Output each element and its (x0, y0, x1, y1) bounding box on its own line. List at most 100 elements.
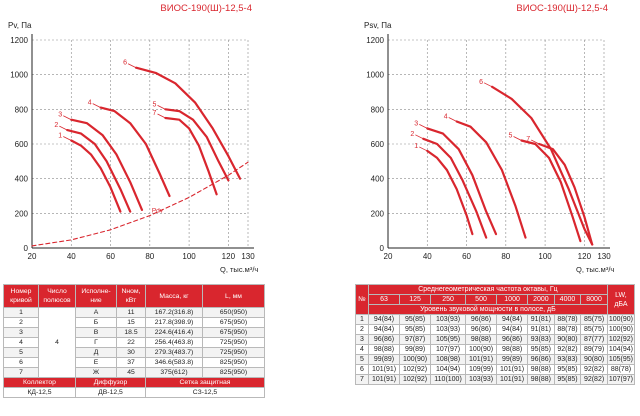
y-axis-label: Psv, Па (364, 21, 392, 30)
table-cell: 30 (116, 347, 146, 358)
table-cell: 650(950) (202, 307, 265, 318)
chart-svg-right: 20 40 60 80 100 120 130 0 200 400 600 800 1000 1200 Ps… (364, 3, 614, 274)
series-line-7 (538, 142, 594, 246)
table-cell: 94(84) (496, 324, 529, 335)
series-line-3 (70, 118, 144, 211)
table-cell: 105(95) (606, 354, 636, 365)
table-cell: 107(97) (430, 344, 466, 355)
table-cell: 98(88) (464, 334, 498, 345)
table-row: 6 Е 37 346.6(583.8) 825(950) (3, 357, 265, 368)
table-cell: 825(950) (202, 367, 265, 378)
table-cell: 91(81) (527, 314, 555, 325)
freq-header: 250 (430, 294, 466, 305)
table-cell: 99(89) (399, 344, 432, 355)
series-line-6 (135, 66, 242, 180)
table-cell: 4 (355, 344, 369, 355)
series-label: 7 (153, 110, 157, 117)
table-cell: 18.5 (116, 327, 146, 338)
series-label: 6 (479, 79, 483, 86)
series-leader-line (513, 136, 522, 141)
freq-header: 4000 (553, 294, 582, 305)
y-tick-label: 200 (15, 209, 29, 218)
table-cell: 99(89) (367, 354, 401, 365)
series-line-5 (520, 139, 582, 243)
table-cell: 98(88) (527, 364, 555, 375)
series-label: 4 (88, 100, 92, 107)
table-cell: 103(93) (464, 374, 498, 385)
table-cell: 102(92) (399, 374, 432, 385)
table-cell: 89(79) (580, 344, 608, 355)
table-cell: 2 (355, 324, 369, 335)
freq-header: 8000 (580, 294, 608, 305)
table-cell: Г (75, 337, 117, 348)
table-cell: 110(100) (430, 374, 466, 385)
table-cell: 1 (355, 314, 369, 325)
x-tick-label: 20 (28, 252, 37, 261)
table-cell: 5 (355, 354, 369, 365)
x-tick-label: 80 (145, 252, 154, 261)
col-header-curve: Номер кривой (3, 284, 39, 308)
x-axis-label: Q, тыс.м³/ч (576, 265, 614, 274)
chart-svg-left: 20 40 60 80 100 120 130 0 200 400 600 800 1000 1200 Pv… (8, 3, 258, 274)
series-line-1 (70, 139, 122, 213)
table-cell: Е (75, 357, 117, 368)
table-cell: 101(91) (496, 374, 529, 385)
col-header-variant: Исполне-ние (75, 284, 117, 308)
table-cell: 100(90) (399, 354, 432, 365)
y-tick-label: 1200 (10, 36, 28, 45)
series-line-2 (66, 129, 132, 213)
freq-header: 125 (399, 294, 432, 305)
sound-power-body: 1 94(84) 95(85) 103(93) 96(86) 94(84) 91(81) 88… (355, 314, 636, 385)
series-label: 3 (58, 112, 62, 119)
series-leader-line (531, 139, 540, 145)
table-cell: 101(91) (496, 364, 529, 375)
series-line-3 (426, 127, 498, 236)
cell-curve: 1 (3, 307, 39, 318)
series-label: 6 (123, 60, 127, 67)
series-line-4 (99, 106, 171, 198)
pressure-chart-total: 20 40 60 80 100 120 130 0 200 400 600 800 1000 1200 Pv… (0, 0, 290, 275)
table-cell: 108(98) (430, 354, 466, 365)
footer-value-grid: СЗ-12,5 (145, 387, 265, 398)
cell-curve: 4 (3, 337, 39, 348)
y-tick-label: 400 (15, 175, 29, 184)
col-header-mass: Масса, кг (145, 284, 203, 308)
series-leader-line (419, 146, 428, 152)
table-cell: 100(90) (606, 324, 636, 335)
col-header-lw: LW, дБА (606, 284, 636, 315)
table-cell: 94(84) (496, 314, 529, 325)
cell-poles: 4 (38, 307, 76, 378)
x-tick-label: 60 (106, 252, 115, 261)
series-label: 2 (54, 122, 58, 129)
series-label: 5 (509, 133, 513, 140)
x-tick-label: 40 (423, 252, 432, 261)
table-cell: 107(97) (606, 374, 636, 385)
fan-variants-table: Номер кривой Число полюсов Исполне-ние N… (3, 284, 265, 398)
y-tick-label: 600 (15, 140, 29, 149)
sound-power-table: № Среднегеометрическая частота октавы, Г… (355, 284, 636, 385)
table-cell: 104(94) (430, 364, 466, 375)
table-cell: 3 (355, 334, 369, 345)
table-cell: 95(85) (527, 344, 555, 355)
x-tick-label: 60 (462, 252, 471, 261)
table-cell: 101(91) (464, 354, 498, 365)
y-tick-label: 600 (371, 140, 385, 149)
table-cell: 103(93) (430, 314, 466, 325)
pressure-chart-static: 20 40 60 80 100 120 130 0 200 400 600 800 1000 1200 Ps… (345, 0, 640, 275)
x-tick-label: 120 (578, 252, 592, 261)
freq-header: 63 (367, 294, 401, 305)
col-header-number: № (355, 284, 369, 315)
series-line-Pdv (31, 161, 249, 247)
table-cell: 94(84) (367, 314, 401, 325)
series-label: 1 (58, 133, 62, 140)
table-row: 1 4 А 11 167.2(316.8) 650(950) (3, 307, 265, 378)
table-cell: 105(95) (430, 334, 466, 345)
table-cell: 98(88) (496, 344, 529, 355)
table-cell: 88(78) (606, 364, 636, 375)
series-leader-line (157, 113, 166, 119)
table-cell: 99(89) (496, 354, 529, 365)
series-line-2 (422, 137, 488, 239)
y-tick-label: 1200 (366, 36, 384, 45)
table-cell: 675(950) (202, 317, 265, 328)
table-row: 4 98(88) 99(89) 107(97) 100(90) 98(88) 95(85) 9… (355, 344, 636, 355)
